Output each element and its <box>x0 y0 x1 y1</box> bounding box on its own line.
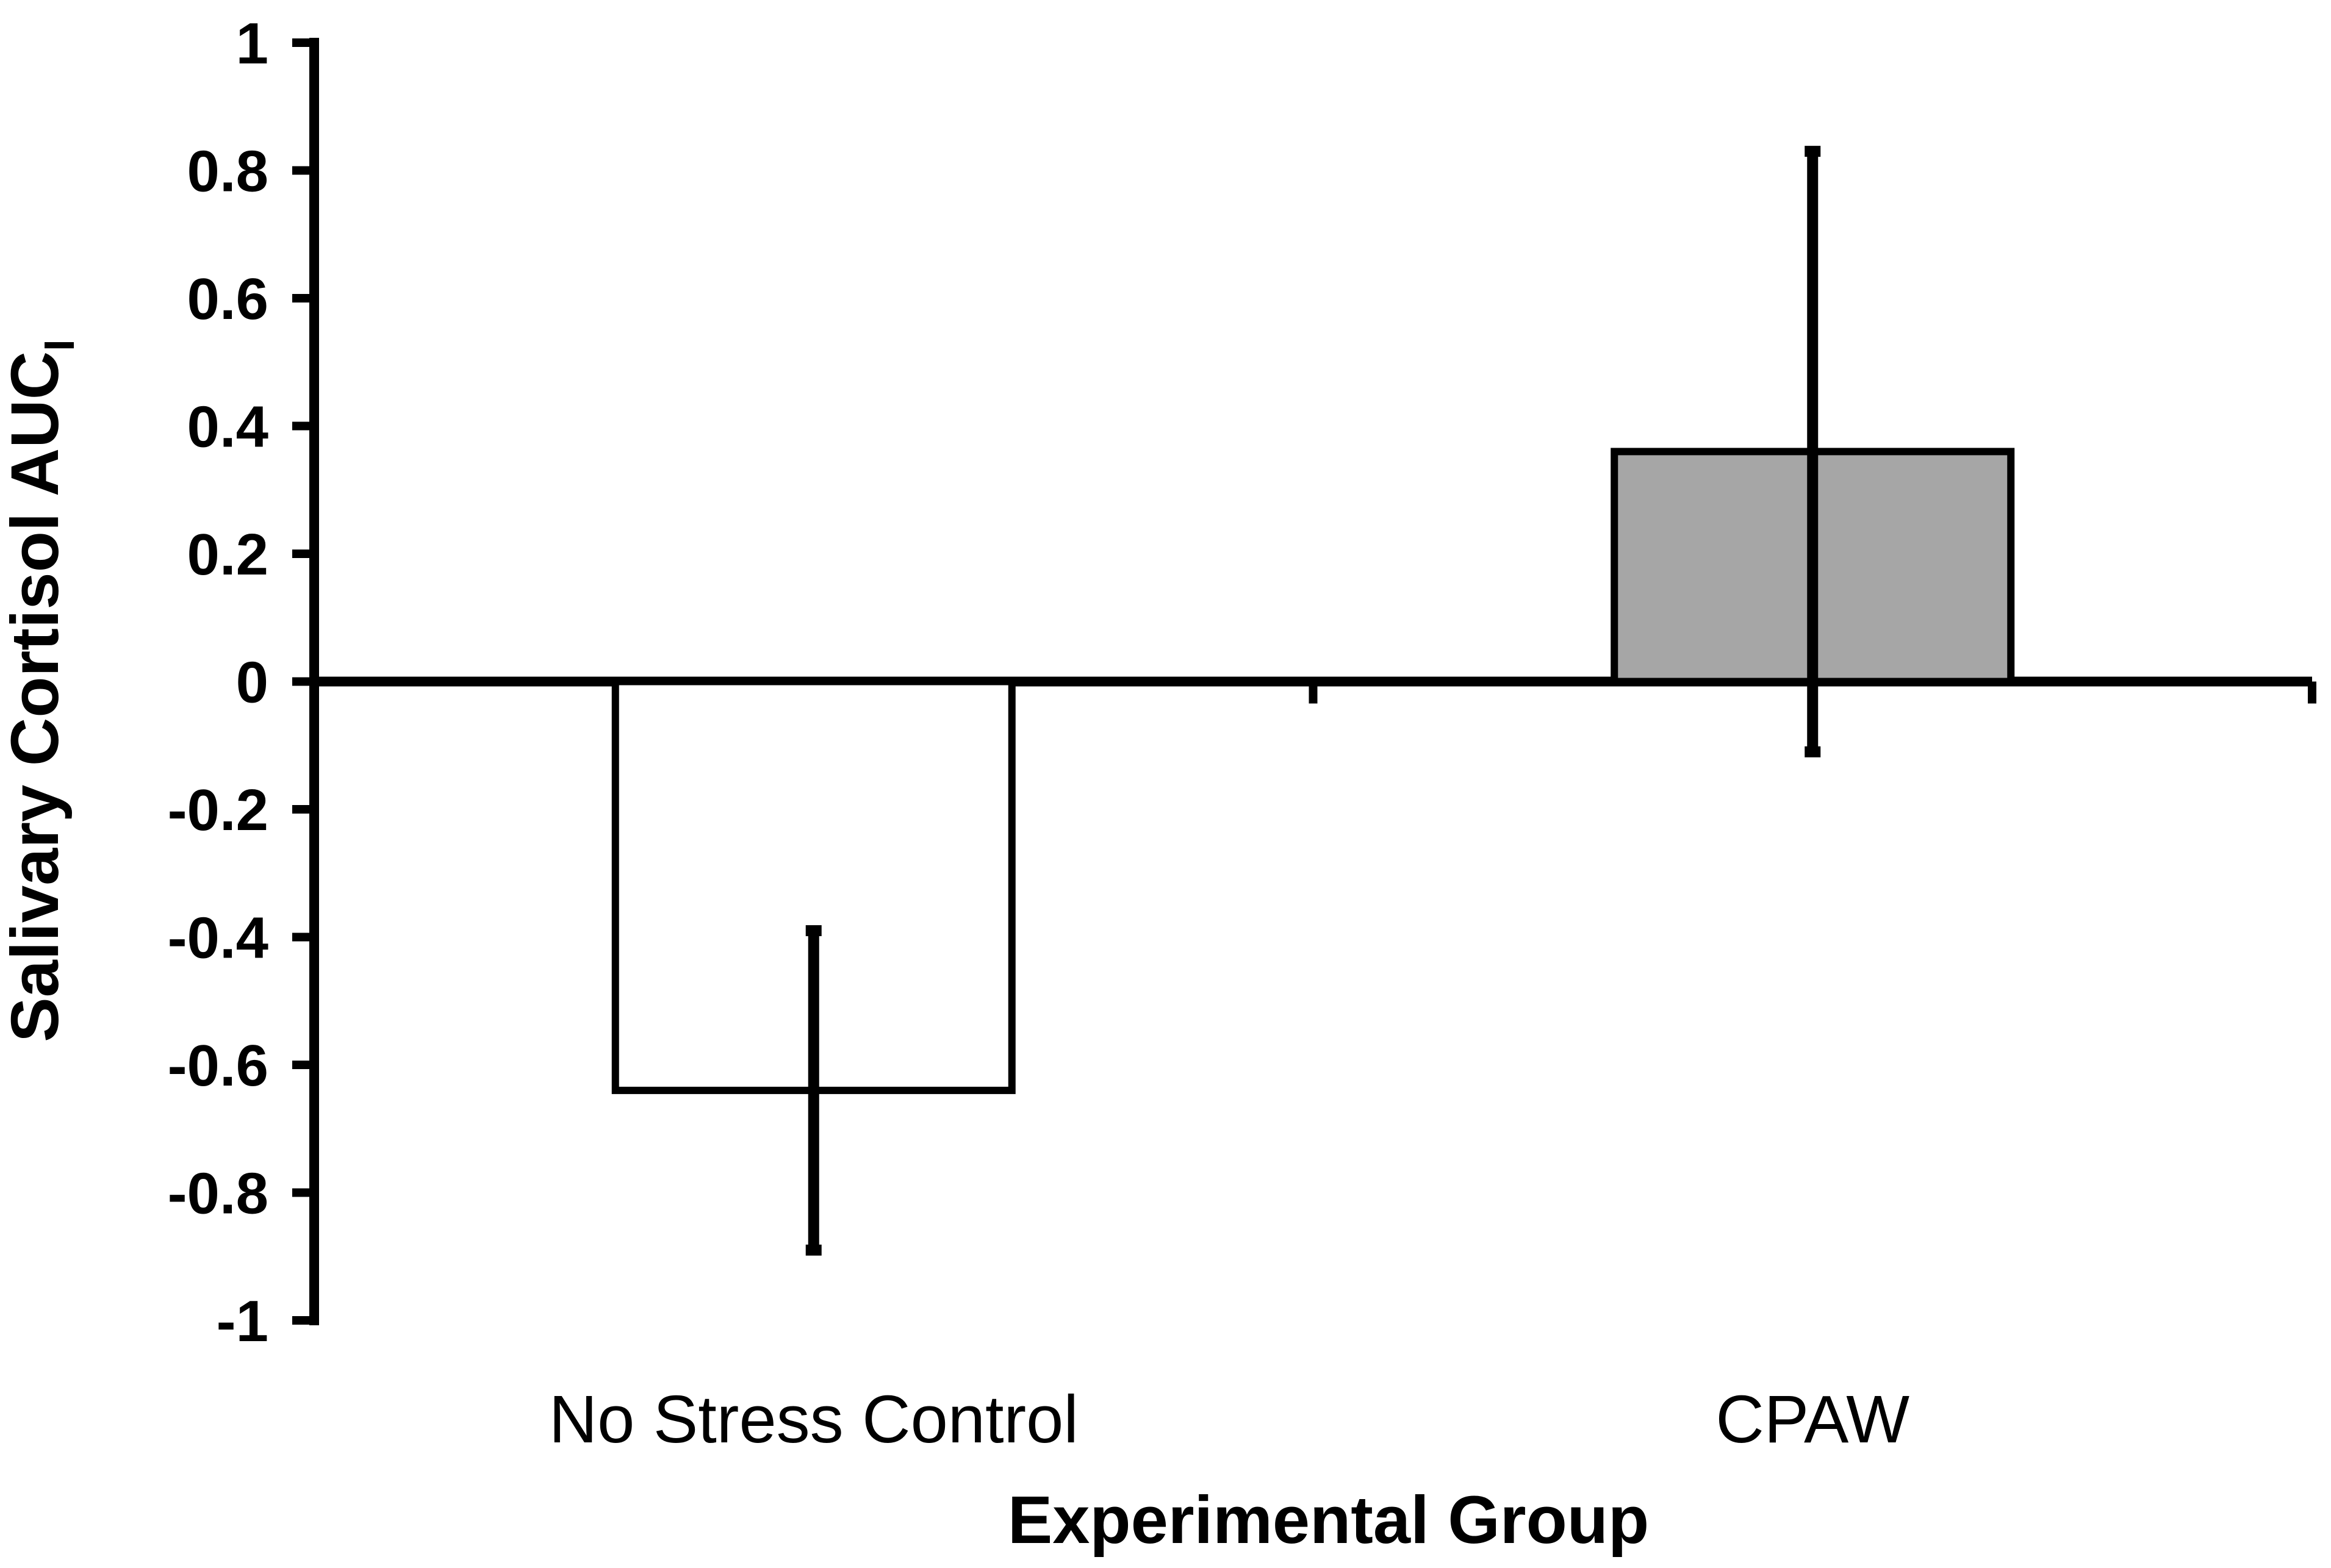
y-axis-title-main: Salivary Cortisol AUC <box>0 351 73 1042</box>
bars <box>611 448 2015 1094</box>
category-label: CPAW <box>1715 1382 1909 1457</box>
y-tick-label: -0.4 <box>168 906 268 971</box>
y-tick-label: 0.4 <box>187 395 268 460</box>
y-tick-label: -0.2 <box>168 778 268 843</box>
y-tick-label: 0.8 <box>187 139 268 204</box>
category-label: No Stress Control <box>549 1382 1079 1457</box>
y-axis-title-subscript: I <box>35 339 83 351</box>
y-tick-label: 0.6 <box>187 267 268 332</box>
y-tick-label: 0 <box>236 650 268 715</box>
y-ticks: 1 0.8 0.6 0.4 0.2 0 -0.2 -0.4 -0.6 -0.8 -1 <box>168 11 314 1354</box>
y-tick-label: -0.8 <box>168 1161 268 1226</box>
x-ticks <box>1309 681 2316 704</box>
error-bars <box>805 146 1821 1256</box>
y-tick-label: -1 <box>217 1289 268 1354</box>
y-tick-label: 1 <box>236 11 268 76</box>
category-labels: No Stress Control CPAW <box>549 1382 1910 1457</box>
y-tick-label: -0.6 <box>168 1033 268 1098</box>
y-tick-label: 0.2 <box>187 522 268 587</box>
x-axis-title: Experimental Group <box>1008 1483 1649 1558</box>
y-axis-title: Salivary Cortisol AUCI <box>0 339 83 1042</box>
